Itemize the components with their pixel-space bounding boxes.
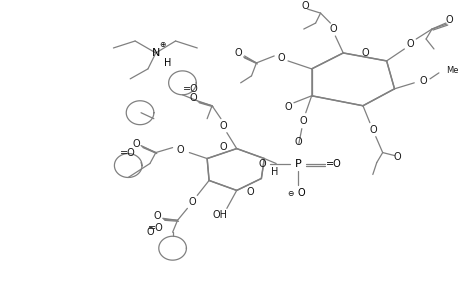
Text: O: O (445, 15, 453, 25)
Text: ⊕: ⊕ (159, 40, 166, 50)
Text: ⊖: ⊖ (287, 189, 293, 198)
Text: O: O (132, 139, 140, 148)
Text: O: O (301, 1, 309, 11)
Text: O: O (284, 102, 291, 112)
Text: =O: =O (120, 148, 136, 158)
Text: O: O (277, 53, 284, 63)
Text: =O: =O (182, 84, 198, 94)
Text: O: O (188, 197, 196, 207)
Text: O: O (246, 188, 254, 197)
Text: O: O (299, 116, 307, 126)
Text: O: O (329, 24, 336, 34)
Text: O: O (393, 152, 400, 162)
Text: O: O (176, 145, 184, 154)
Text: O: O (235, 48, 242, 58)
Text: O: O (218, 121, 226, 131)
Text: H: H (163, 58, 171, 68)
Text: O: O (258, 158, 266, 169)
Text: O: O (218, 142, 226, 152)
Text: O: O (360, 48, 368, 58)
Text: O: O (368, 125, 376, 135)
Text: O: O (189, 93, 197, 103)
Text: H: H (270, 167, 277, 178)
Text: O: O (154, 211, 161, 221)
Text: O: O (419, 76, 426, 86)
Text: O: O (293, 136, 301, 147)
Text: =O: =O (148, 223, 163, 233)
Text: =O: =O (325, 158, 341, 169)
Text: O: O (146, 227, 153, 237)
Text: O: O (297, 188, 304, 198)
Text: Me: Me (445, 66, 457, 75)
Text: P: P (294, 158, 301, 169)
Text: O: O (406, 39, 413, 49)
Text: N: N (151, 48, 160, 58)
Text: OH: OH (212, 210, 227, 220)
